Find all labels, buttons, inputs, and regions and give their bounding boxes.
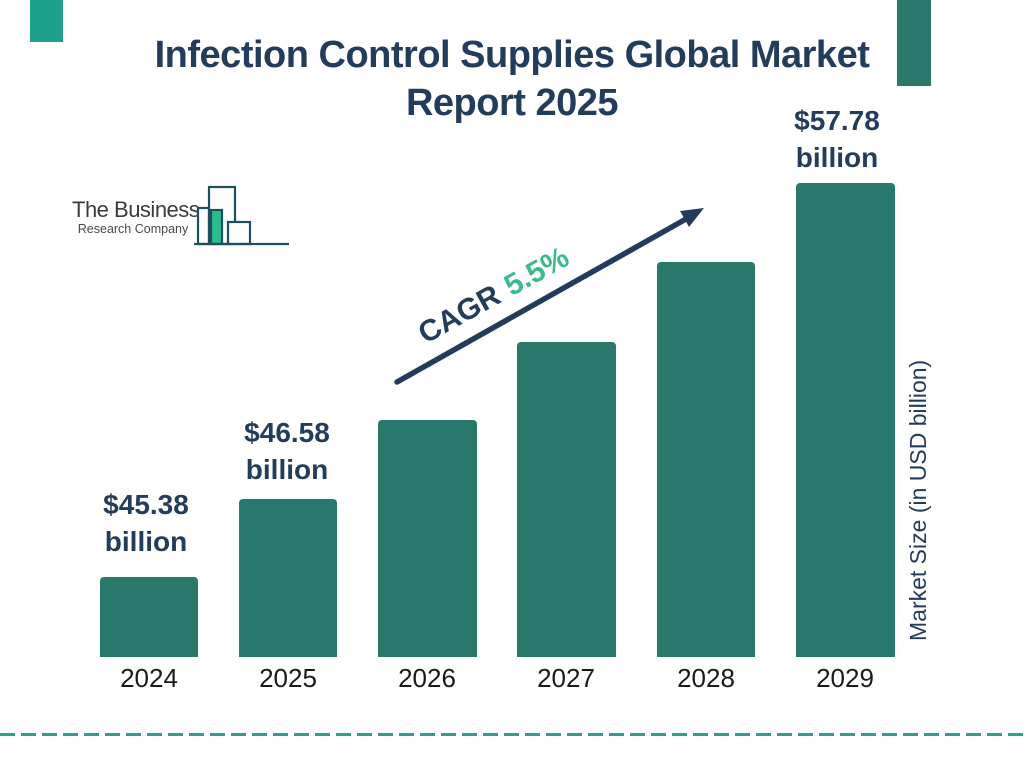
value-amount-2029: $57.78 <box>794 105 880 136</box>
page-title: Infection Control Supplies Global Market… <box>0 31 1024 127</box>
x-axis-label-2025: 2025 <box>259 663 317 693</box>
logo-company-name: The Business <box>72 197 200 222</box>
value-label-2029: $57.78 billion <box>737 102 937 176</box>
value-amount-2024: $45.38 <box>103 489 189 520</box>
value-unit-2025: billion <box>245 454 329 485</box>
x-axis-label-2028: 2028 <box>677 663 735 693</box>
bar-2025 <box>239 499 337 657</box>
value-unit-2024: billion <box>104 526 188 557</box>
value-label-2024: $45.38 billion <box>46 486 246 560</box>
bar-2029 <box>796 183 895 657</box>
bar-chart-logo-icon <box>194 185 289 246</box>
cagr-trend-arrow-icon <box>394 208 704 385</box>
value-amount-2025: $46.58 <box>244 417 330 448</box>
bar-2026 <box>378 420 477 657</box>
title-line-2: Report 2025 <box>405 82 619 124</box>
logo: The Business Research Company <box>72 185 292 256</box>
title-line-1: Infection Control Supplies Global Market <box>154 34 870 76</box>
y-axis-title: Market Size (in USD billion) <box>905 359 931 641</box>
corner-accent-top-left <box>30 0 63 42</box>
value-label-2025: $46.58 billion <box>187 414 387 488</box>
corner-accent-top-right <box>897 0 931 86</box>
bar-2028 <box>657 262 755 657</box>
x-axis-label-2027: 2027 <box>537 663 595 693</box>
bar-2024 <box>100 577 198 657</box>
x-axis-label-2029: 2029 <box>816 663 874 693</box>
x-axis-label-2026: 2026 <box>398 663 456 693</box>
value-unit-2029: billion <box>795 142 879 173</box>
bar-2027 <box>517 342 616 657</box>
x-axis-label-2024: 2024 <box>120 663 178 693</box>
logo-text: The Business Research Company <box>72 197 200 237</box>
logo-company-subtitle: Research Company <box>77 222 189 236</box>
bottom-dashed-divider <box>0 733 1024 736</box>
